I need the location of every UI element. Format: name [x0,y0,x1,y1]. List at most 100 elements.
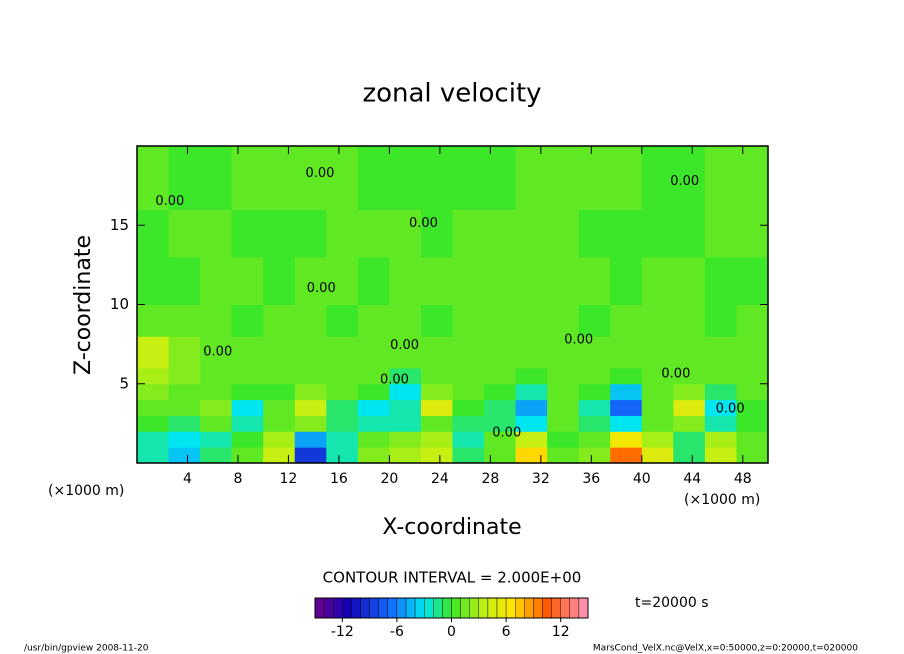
cell [641,399,674,416]
cell [357,146,390,210]
cell [484,431,517,448]
cell [263,146,296,210]
cell [578,367,611,385]
cell [263,367,296,385]
cell [578,383,611,401]
cell [452,304,485,337]
cell [515,367,548,385]
colorbar-tick-label: -6 [390,624,404,640]
cell [137,415,170,432]
cell [294,304,327,337]
cell [357,367,390,385]
cell [484,336,517,369]
cell [420,146,453,210]
cell [200,431,233,448]
cell [200,336,233,369]
cell [515,383,548,401]
cell [704,415,737,432]
cell [484,415,517,432]
cell [200,367,233,385]
cell [610,399,643,416]
cell [231,256,264,305]
cell [578,304,611,337]
cell [673,146,706,210]
cell [357,383,390,401]
cell [357,336,390,369]
cell [484,367,517,385]
cell [294,256,327,305]
cell [294,431,327,448]
cell [641,256,674,305]
cell [484,304,517,337]
colorbar-tick-label: -12 [331,624,354,640]
cell [673,383,706,401]
cell [231,399,264,416]
contour-label: 0.00 [306,166,335,181]
cell [704,447,737,464]
cell [326,447,359,464]
cell [704,399,737,416]
colorbar-box [333,597,343,619]
cell [389,447,422,464]
contour-interval: CONTOUR INTERVAL = 2.000E+00 [323,569,582,587]
cell [420,256,453,305]
cell [231,383,264,401]
cell [704,304,737,337]
cell [389,431,422,448]
colorbar-box [369,597,379,619]
cell [704,336,737,369]
cell [389,367,422,385]
cell [641,415,674,432]
cell [736,415,769,432]
contour-label: 0.00 [409,216,438,231]
colorbar-box [551,597,561,619]
x-tick-label: 40 [633,471,651,487]
cell [389,256,422,305]
cell [578,431,611,448]
cell [200,304,233,337]
cell [452,336,485,369]
cell [231,415,264,432]
colorbar-box [323,597,334,619]
cell [420,447,453,464]
x-axis-label: X-coordinate [382,515,521,540]
cell [389,304,422,337]
cell [231,367,264,385]
cell [326,367,359,385]
y-tick-label: 15 [110,216,129,234]
cell [168,336,201,369]
cell [515,431,548,448]
cell [231,431,264,448]
cell [420,415,453,432]
cell [326,415,359,432]
colorbar-box [433,597,443,619]
cell [137,431,170,448]
cell [641,336,674,369]
cell [231,304,264,337]
cell [736,367,769,385]
cell [263,415,296,432]
cell [137,383,170,401]
colorbar-box [560,597,571,619]
cell [200,383,233,401]
contour-label: 0.00 [492,425,521,440]
colorbar-box [524,597,534,619]
cell [452,447,485,464]
cell [294,415,327,432]
y-axis-label: Z-coordinate [71,235,96,375]
cell [578,415,611,432]
cell [389,415,422,432]
colorbar-box [496,597,507,619]
cell [673,336,706,369]
colorbar-tick-label: 6 [502,624,511,640]
cell [578,209,611,258]
cell [326,431,359,448]
cell [168,447,201,464]
colorbar-box [542,597,552,619]
colorbar-box [342,597,352,619]
cell [515,447,548,464]
contour-label: 0.00 [390,338,419,353]
cell [168,399,201,416]
colorbar-box [478,597,489,619]
